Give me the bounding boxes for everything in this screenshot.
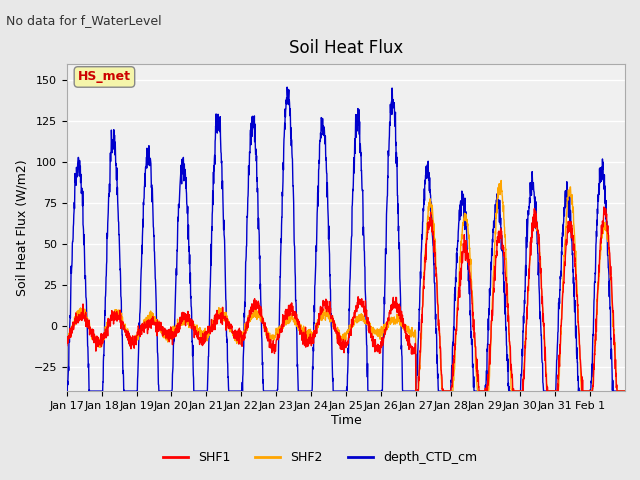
Text: No data for f_WaterLevel: No data for f_WaterLevel	[6, 14, 162, 27]
Title: Soil Heat Flux: Soil Heat Flux	[289, 39, 403, 57]
Legend: SHF1, SHF2, depth_CTD_cm: SHF1, SHF2, depth_CTD_cm	[158, 446, 482, 469]
Text: HS_met: HS_met	[78, 71, 131, 84]
X-axis label: Time: Time	[330, 414, 361, 427]
Y-axis label: Soil Heat Flux (W/m2): Soil Heat Flux (W/m2)	[15, 159, 28, 296]
